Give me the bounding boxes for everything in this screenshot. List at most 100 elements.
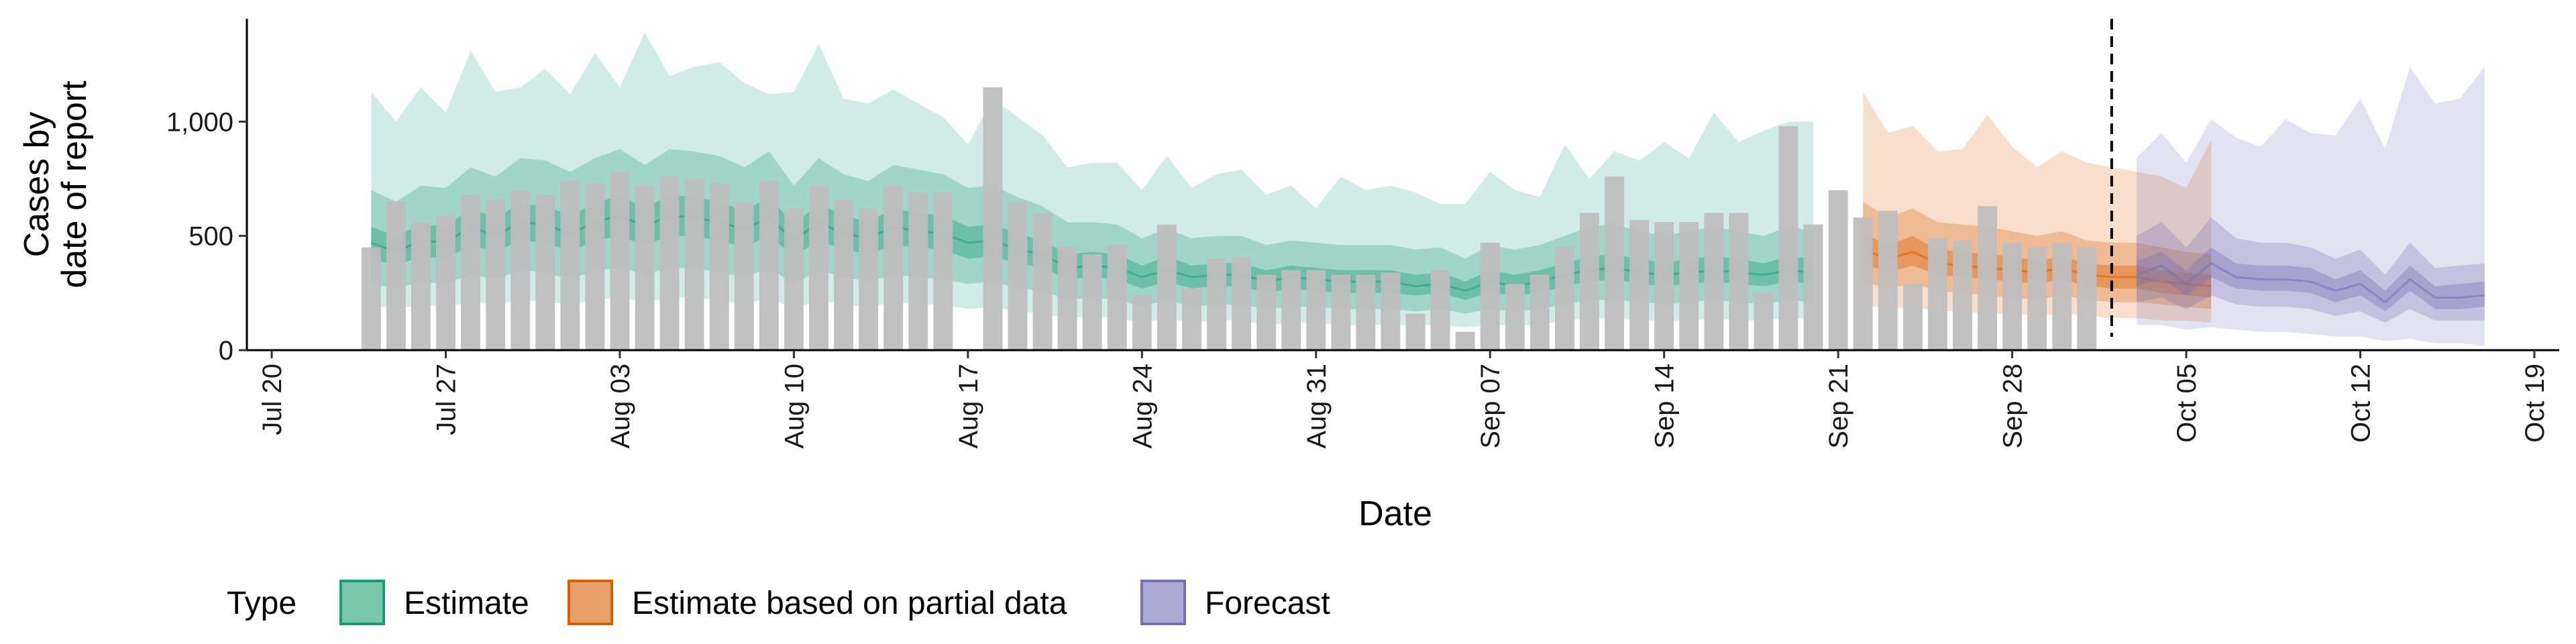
reported-cases-bar — [1704, 213, 1724, 350]
x-tick-label: Sep 07 — [1476, 364, 1505, 449]
reported-cases-bar — [734, 201, 754, 350]
y-axis-title-line: date of report — [55, 80, 94, 288]
x-tick-label: Aug 10 — [780, 364, 809, 449]
legend-key-estimate-based-on-partial-data — [568, 580, 613, 625]
x-tick-label: Oct 19 — [2520, 364, 2550, 443]
x-tick-label: Aug 17 — [954, 364, 983, 449]
reported-cases-bar — [1729, 213, 1749, 350]
axes: 0 500 1,000 Jul 20 Jul 27 Aug 03 Aug 10 Aug 17 A… — [166, 19, 2559, 449]
x-tick-label: Jul 20 — [258, 364, 287, 435]
reported-cases-bar — [1281, 270, 1301, 350]
reported-cases-bar — [1356, 274, 1376, 350]
legend-key-estimate — [339, 580, 385, 625]
reported-cases-bar — [511, 190, 531, 350]
reported-cases-bar — [361, 247, 381, 350]
reported-cases-bar — [1430, 270, 1450, 350]
x-tick-label: Jul 27 — [432, 364, 462, 435]
reported-cases-bar — [1182, 288, 1201, 350]
forecast-inner-band — [2136, 247, 2485, 312]
y-axis-title-line: Cases by — [17, 112, 56, 258]
reported-cases-bar — [585, 183, 605, 350]
reported-cases-bar — [1405, 313, 1426, 350]
reported-cases-bar — [1754, 292, 1774, 350]
reported-cases-bar — [659, 176, 680, 350]
reported-cases-bar — [560, 180, 580, 350]
reported-cases-bar — [1580, 213, 1599, 350]
x-tick-label: Sep 21 — [1824, 364, 1854, 449]
reported-cases-bar — [1953, 240, 1972, 350]
x-tick-label: Aug 31 — [1302, 364, 1332, 449]
x-tick-label: Sep 14 — [1650, 364, 1680, 449]
reported-cases-bar — [1778, 126, 1799, 350]
reported-cases-bar — [1803, 224, 1823, 350]
legend-label-forecast: Forecast — [1205, 586, 1330, 621]
reported-cases-bar — [1555, 247, 1574, 350]
reported-cases-bar — [809, 185, 828, 350]
reported-cases-bar — [1157, 224, 1177, 350]
reported-cases-bar — [2052, 242, 2072, 350]
x-tick-label: Aug 24 — [1128, 364, 1157, 449]
estimate-outer-band — [371, 32, 1814, 327]
forecast-mid-band — [2136, 217, 2485, 323]
reported-cases-bar — [1902, 284, 1923, 350]
reported-cases-bar — [1629, 219, 1650, 350]
x-tick-label: Sep 28 — [1998, 364, 2028, 449]
legend-label-estimate: Estimate — [404, 586, 529, 621]
reported-cases-bar — [1207, 258, 1226, 350]
reported-cases-bar — [1480, 242, 1500, 350]
forecast-outer-band — [2136, 66, 2485, 346]
reported-cases-bar — [1256, 274, 1277, 350]
reported-cases-bar — [1878, 211, 1898, 350]
y-tick-label: 500 — [189, 222, 233, 252]
reported-cases-bar — [1331, 274, 1351, 350]
reported-cases-bar — [1032, 213, 1053, 350]
reported-cases-bar — [1008, 201, 1028, 350]
reported-cases-bar — [983, 87, 1003, 350]
reported-cases-bar — [883, 185, 904, 350]
reported-cases-bar — [933, 192, 953, 350]
reported-cases-bar — [2027, 247, 2047, 350]
reported-cases-bar — [1232, 256, 1251, 350]
reported-cases-bar — [1828, 190, 1848, 350]
reported-cases-bar — [1082, 254, 1102, 350]
reported-cases-bar — [759, 180, 779, 350]
legend-key-forecast — [1140, 580, 1186, 625]
reported-cases-bar — [436, 215, 455, 350]
reported-cases-bar — [1107, 245, 1127, 350]
reported-cases-bar — [1529, 274, 1550, 350]
reported-cases-bar — [784, 208, 804, 350]
reported-cases-bar — [461, 195, 480, 350]
estimate-inner-band — [371, 195, 1814, 300]
reported-cases-bar — [1057, 247, 1077, 350]
x-tick-label: Oct 12 — [2346, 364, 2375, 443]
reported-cases-bar — [610, 172, 630, 350]
reported-cases-bar — [1679, 222, 1699, 350]
reported-cases-bar — [908, 192, 928, 350]
reported-cases-bar — [1381, 272, 1401, 350]
reported-cases-bar — [709, 183, 729, 350]
reported-cases-bar — [411, 222, 431, 350]
reported-cases-bar — [1306, 270, 1326, 350]
y-tick-label: 0 — [219, 336, 233, 366]
reported-cases-bar — [2002, 242, 2022, 350]
reported-cases-bar — [1605, 176, 1624, 350]
y-tick-label: 1,000 — [166, 107, 233, 137]
estimate-mid-band — [371, 149, 1814, 314]
reported-cases-bar — [1978, 206, 1997, 350]
reported-cases-bar — [1654, 222, 1674, 350]
legend-title: Type — [227, 586, 297, 621]
reported-cases-bar — [2077, 247, 2097, 350]
reported-cases-bar — [635, 185, 655, 350]
reported-cases-bar — [486, 199, 506, 350]
reported-cases-bar — [684, 178, 704, 350]
x-tick-label: Aug 03 — [606, 364, 635, 449]
reported-cases-bar — [535, 195, 555, 350]
y-axis-title: Cases bydate of report — [17, 80, 94, 288]
reported-cases-bar — [834, 199, 853, 350]
reported-cases-bar — [1455, 331, 1475, 350]
reported-cases-bar — [1505, 284, 1525, 350]
reported-cases-bar — [1927, 238, 1947, 350]
legend-label-estimate-based-on-partial-data: Estimate based on partial data — [632, 586, 1067, 621]
reported-cases-bar — [1132, 295, 1152, 350]
